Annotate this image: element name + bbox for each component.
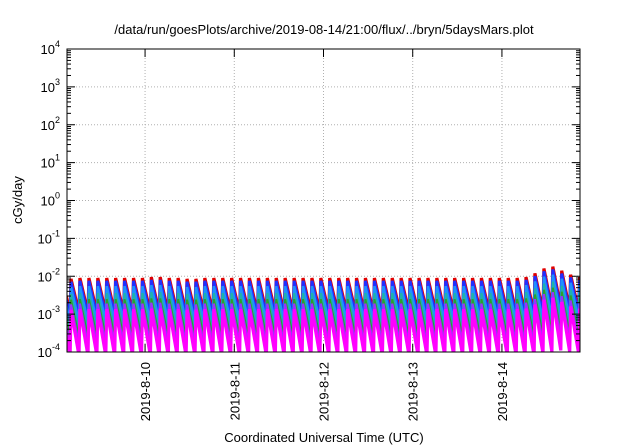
y-tick-base: 10 [41, 80, 55, 95]
y-tick-label: 100 [41, 191, 60, 209]
y-tick-exponent: -1 [52, 228, 60, 238]
x-tick-label: 2019-8-12 [317, 362, 332, 421]
y-tick-base: 10 [41, 156, 55, 171]
series-group [67, 266, 580, 352]
x-tick-label: 2019-8-11 [227, 362, 242, 420]
y-tick-label: 104 [41, 39, 60, 57]
x-axis: 2019-8-10 2019-8-11 2019-8-12 2019-8-13 2019… [138, 49, 510, 421]
y-tick-exponent: -3 [52, 304, 60, 314]
x-tick-label: 2019-8-14 [495, 362, 510, 421]
chart-title: /data/run/goesPlots/archive/2019-08-14/2… [114, 22, 534, 37]
y-tick-label: 10-1 [38, 228, 60, 246]
y-tick-label: 101 [41, 153, 60, 171]
y-tick-exponent: 0 [55, 191, 60, 201]
y-tick-base: 10 [38, 307, 52, 322]
series-line-7 [67, 297, 580, 352]
y-tick-label: 10-4 [38, 342, 60, 360]
y-tick-exponent: -2 [52, 266, 60, 276]
y-tick-label: 103 [41, 77, 60, 95]
y-tick-base: 10 [38, 269, 52, 284]
x-axis-label: Coordinated Universal Time (UTC) [224, 430, 423, 445]
y-tick-exponent: 4 [55, 39, 60, 49]
y-axis-label: cGy/day [10, 176, 25, 224]
y-tick-exponent: -4 [52, 342, 60, 352]
y-tick-base: 10 [41, 118, 55, 133]
y-tick-label: 10-2 [38, 266, 60, 284]
y-tick-exponent: 3 [55, 77, 60, 87]
y-tick-exponent: 1 [55, 153, 60, 163]
x-tick-label: 2019-8-13 [406, 362, 421, 421]
x-tick-label: 2019-8-10 [138, 362, 153, 421]
y-tick-label: 10-3 [38, 304, 60, 322]
y-tick-base: 10 [41, 42, 55, 57]
y-tick-label: 102 [41, 115, 60, 133]
y-tick-base: 10 [38, 345, 52, 360]
y-tick-base: 10 [38, 231, 52, 246]
y-tick-base: 10 [41, 194, 55, 209]
y-tick-exponent: 2 [55, 115, 60, 125]
